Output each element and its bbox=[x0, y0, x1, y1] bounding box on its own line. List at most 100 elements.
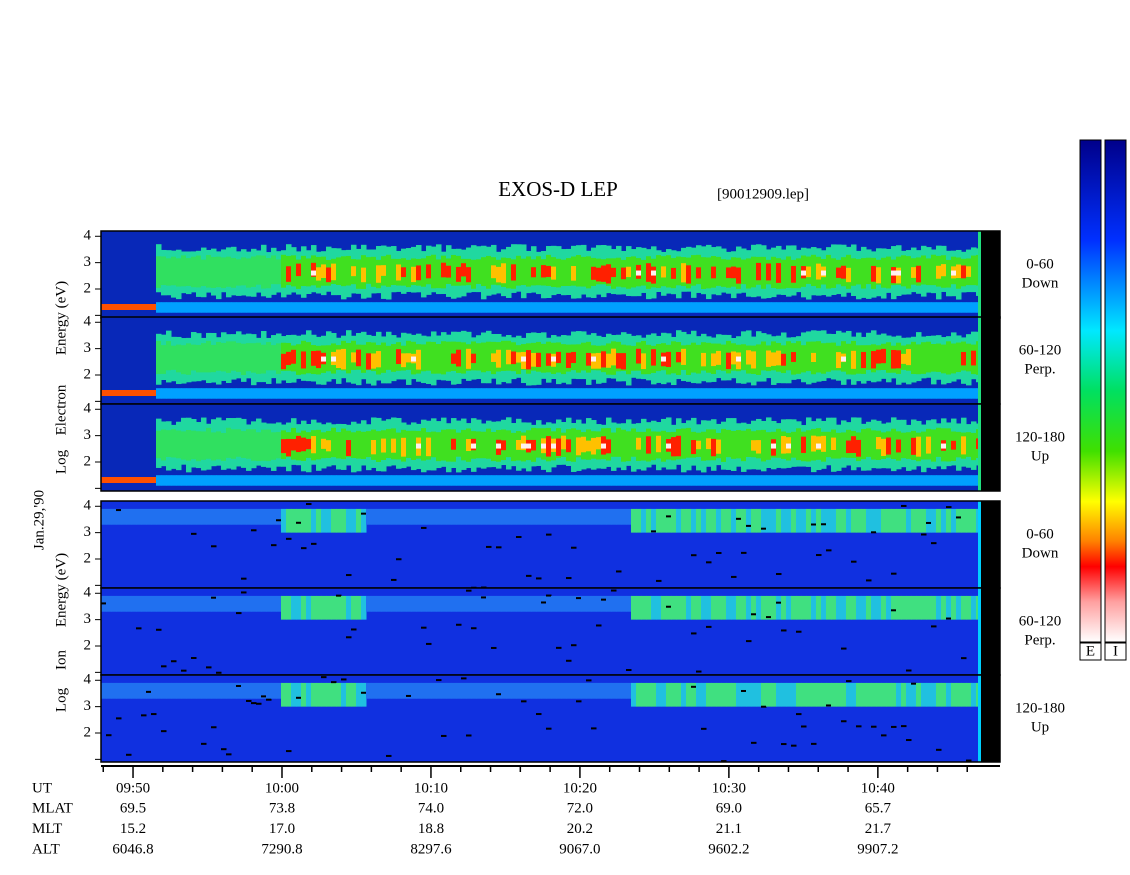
texture bbox=[946, 302, 952, 313]
texture bbox=[326, 440, 332, 452]
x-tick-label: 10:10 bbox=[414, 780, 448, 796]
texture bbox=[631, 388, 637, 399]
texture bbox=[841, 475, 847, 486]
texture bbox=[356, 259, 362, 289]
texture bbox=[841, 508, 847, 533]
texture bbox=[596, 595, 602, 612]
texture bbox=[561, 259, 567, 287]
texture bbox=[386, 595, 392, 612]
texture bbox=[451, 302, 457, 313]
texture bbox=[896, 302, 902, 313]
texture bbox=[536, 577, 542, 580]
texture bbox=[596, 388, 602, 399]
texture bbox=[686, 595, 692, 620]
texture bbox=[951, 682, 957, 707]
x-tick-label: 10:00 bbox=[265, 780, 299, 796]
texture bbox=[216, 508, 222, 525]
texture bbox=[181, 669, 187, 672]
texture bbox=[376, 682, 382, 699]
texture bbox=[516, 302, 522, 313]
texture bbox=[926, 682, 932, 707]
texture bbox=[116, 595, 122, 612]
texture bbox=[441, 429, 447, 461]
texture bbox=[936, 265, 942, 279]
texture bbox=[801, 682, 807, 707]
texture bbox=[821, 388, 827, 399]
texture bbox=[576, 475, 582, 486]
texture bbox=[361, 595, 367, 620]
texture bbox=[811, 302, 817, 313]
texture bbox=[376, 388, 382, 399]
texture bbox=[746, 388, 752, 399]
texture bbox=[816, 388, 822, 399]
texture bbox=[591, 388, 597, 399]
ephemeris-value: 7290.8 bbox=[261, 841, 302, 857]
texture bbox=[696, 440, 702, 450]
texture bbox=[961, 595, 967, 620]
texture bbox=[851, 436, 857, 453]
texture bbox=[446, 508, 452, 525]
texture bbox=[581, 508, 587, 525]
texture bbox=[486, 428, 492, 459]
texture bbox=[936, 343, 942, 372]
texture bbox=[636, 595, 642, 620]
texture bbox=[116, 390, 122, 396]
texture bbox=[886, 437, 892, 455]
texture bbox=[746, 508, 752, 533]
x-tick-label: 10:30 bbox=[712, 780, 746, 796]
texture bbox=[346, 475, 352, 486]
texture bbox=[331, 508, 337, 533]
y-tick-label: 4 bbox=[84, 585, 92, 601]
texture bbox=[436, 682, 442, 699]
texture bbox=[321, 302, 327, 313]
texture bbox=[781, 388, 787, 399]
texture bbox=[196, 302, 202, 313]
texture bbox=[636, 682, 642, 707]
texture bbox=[576, 595, 582, 612]
texture bbox=[111, 595, 117, 612]
texture bbox=[171, 256, 177, 286]
texture bbox=[276, 682, 282, 699]
texture bbox=[181, 595, 187, 612]
texture bbox=[191, 256, 197, 288]
texture bbox=[881, 388, 887, 399]
texture bbox=[496, 595, 502, 612]
texture bbox=[851, 595, 857, 620]
texture bbox=[971, 350, 977, 366]
texture bbox=[971, 595, 977, 620]
texture bbox=[686, 682, 692, 707]
texture bbox=[151, 477, 157, 483]
texture bbox=[841, 302, 847, 313]
texture bbox=[656, 508, 662, 533]
texture bbox=[926, 341, 932, 373]
texture bbox=[346, 508, 352, 533]
texture bbox=[481, 682, 487, 699]
texture bbox=[716, 682, 722, 707]
texture bbox=[166, 388, 172, 399]
texture bbox=[806, 682, 812, 707]
texture bbox=[861, 508, 867, 533]
texture bbox=[291, 682, 297, 707]
texture bbox=[116, 717, 122, 720]
texture bbox=[881, 438, 887, 457]
texture bbox=[661, 356, 667, 362]
texture bbox=[201, 682, 207, 699]
panel-label: Perp. bbox=[1024, 632, 1055, 648]
texture bbox=[456, 623, 462, 626]
texture bbox=[481, 257, 487, 287]
texture bbox=[696, 388, 702, 399]
texture bbox=[911, 437, 917, 455]
texture bbox=[811, 352, 817, 363]
texture bbox=[461, 429, 467, 461]
texture bbox=[331, 263, 337, 281]
texture bbox=[586, 475, 592, 486]
texture bbox=[661, 388, 667, 399]
texture bbox=[906, 349, 912, 366]
texture bbox=[406, 508, 412, 525]
texture bbox=[901, 682, 907, 707]
texture bbox=[691, 682, 697, 707]
texture bbox=[216, 431, 222, 460]
texture bbox=[876, 595, 882, 620]
texture bbox=[226, 508, 232, 525]
texture bbox=[521, 595, 527, 612]
